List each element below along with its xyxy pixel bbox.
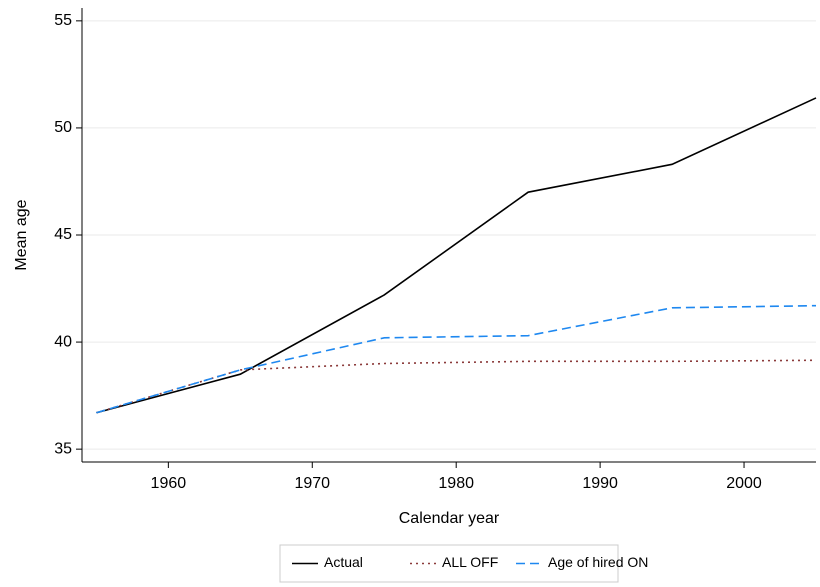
legend-label: Age of hired ON <box>548 554 648 570</box>
x-axis-label: Calendar year <box>399 510 500 527</box>
y-tick-label: 45 <box>54 226 72 243</box>
y-axis-label: Mean age <box>13 199 30 270</box>
y-tick-label: 50 <box>54 119 72 136</box>
legend-box <box>279 544 619 583</box>
x-tick-label: 2000 <box>726 475 762 492</box>
legend-label: Actual <box>324 554 363 570</box>
y-tick-label: 40 <box>54 333 72 350</box>
x-tick-label: 1990 <box>582 475 618 492</box>
x-tick-label: 1980 <box>438 475 474 492</box>
x-tick-label: 1960 <box>151 475 187 492</box>
series-line <box>96 304 817 414</box>
y-tick-label: 55 <box>54 12 72 29</box>
x-tick-label: 1970 <box>294 475 330 492</box>
legend-label: ALL OFF <box>442 554 498 570</box>
y-tick-label: 35 <box>54 440 72 457</box>
series-line <box>96 359 817 414</box>
series-line <box>96 97 817 414</box>
